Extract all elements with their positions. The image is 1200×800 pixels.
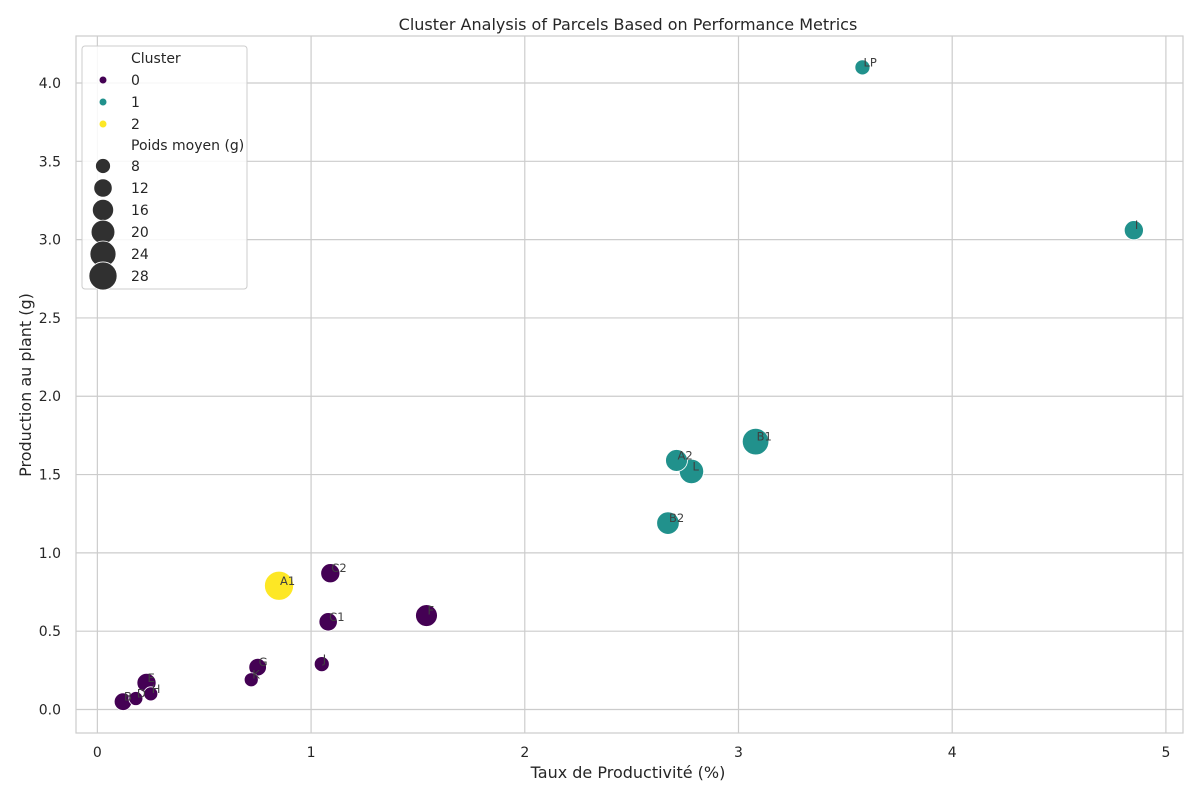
legend-size-items: 8 12 16 20 24 28 <box>88 158 149 291</box>
x-tick-label: 3 <box>734 745 743 761</box>
legend-size-marker <box>91 198 115 222</box>
point-label: J <box>322 652 326 666</box>
legend-label: 28 <box>131 269 149 285</box>
plot-area <box>75 35 1184 734</box>
y-tick-label: 1.0 <box>39 546 61 562</box>
grid-lines <box>76 36 1183 733</box>
tick-labels: 0 1 2 3 4 50.00.51.01.52.02.53.03.54.0 <box>39 76 1171 761</box>
legend-size-marker <box>90 219 116 245</box>
legend-box <box>81 45 248 290</box>
legend-hue-title: Cluster <box>131 51 181 67</box>
data-point <box>243 672 259 688</box>
legend-size-title: Poids moyen (g) <box>131 138 244 154</box>
point-label: L <box>692 459 699 473</box>
point-label: B2 <box>669 511 684 525</box>
point-label: B1 <box>757 430 772 444</box>
data-point <box>741 427 770 456</box>
legend-label: 0 <box>131 73 140 89</box>
y-axis-title: Production au plant (g) <box>16 293 35 477</box>
data-point <box>656 511 680 535</box>
legend-label: 2 <box>131 117 140 133</box>
x-tick-label: 4 <box>948 745 957 761</box>
y-tick-label: 3.5 <box>39 154 61 170</box>
legend-size-marker <box>93 178 113 198</box>
legend-size-marker <box>95 158 111 174</box>
x-tick-label: 2 <box>520 745 529 761</box>
legend-label: 16 <box>131 203 149 219</box>
point-label: LP <box>863 55 876 69</box>
x-tick-label: 5 <box>1161 745 1170 761</box>
legend-label: 12 <box>131 181 149 197</box>
point-label: G <box>259 655 268 669</box>
point-label: D <box>137 687 146 701</box>
data-point <box>318 612 338 632</box>
data-point <box>264 570 294 601</box>
data-point <box>854 59 871 76</box>
point-label: C2 <box>331 561 346 575</box>
legend-cluster-items: 0 1 2 <box>99 73 140 133</box>
point-label: B <box>124 690 132 704</box>
y-tick-label: 4.0 <box>39 76 61 92</box>
data-point <box>143 686 159 702</box>
data-point <box>320 563 341 584</box>
y-tick-label: 2.0 <box>39 389 61 405</box>
chart-title: Cluster Analysis of Parcels Based on Per… <box>399 15 858 34</box>
point-label: E <box>148 671 155 685</box>
data-point <box>128 691 144 706</box>
y-tick-label: 1.5 <box>39 468 61 484</box>
data-point <box>415 604 438 627</box>
y-tick-label: 0.0 <box>39 703 61 719</box>
point-label: A2 <box>678 448 693 462</box>
y-tick-label: 3.0 <box>39 233 61 249</box>
point-label: F <box>427 604 434 618</box>
y-tick-label: 2.5 <box>39 311 61 327</box>
legend-label: 1 <box>131 95 140 111</box>
point-label: K <box>252 668 260 682</box>
point-label: I <box>1135 218 1138 232</box>
y-tick-label: 0.5 <box>39 624 61 640</box>
legend-marker <box>99 98 107 106</box>
legend-label: 8 <box>131 159 140 175</box>
legend-size-marker <box>88 261 118 291</box>
data-point <box>313 656 330 672</box>
data-point <box>1123 220 1144 241</box>
data-points <box>113 59 1144 711</box>
legend-marker <box>99 76 107 84</box>
data-point <box>665 449 688 472</box>
x-tick-label: 1 <box>307 745 316 761</box>
point-label: A1 <box>280 574 295 588</box>
point-label: C1 <box>329 610 344 624</box>
x-tick-label: 0 <box>93 745 102 761</box>
legend-label: 24 <box>131 247 149 263</box>
x-axis-title: Taux de Productivité (%) <box>530 763 726 782</box>
legend-marker <box>99 120 107 128</box>
legend-label: 20 <box>131 225 149 241</box>
point-label: H <box>152 682 161 696</box>
